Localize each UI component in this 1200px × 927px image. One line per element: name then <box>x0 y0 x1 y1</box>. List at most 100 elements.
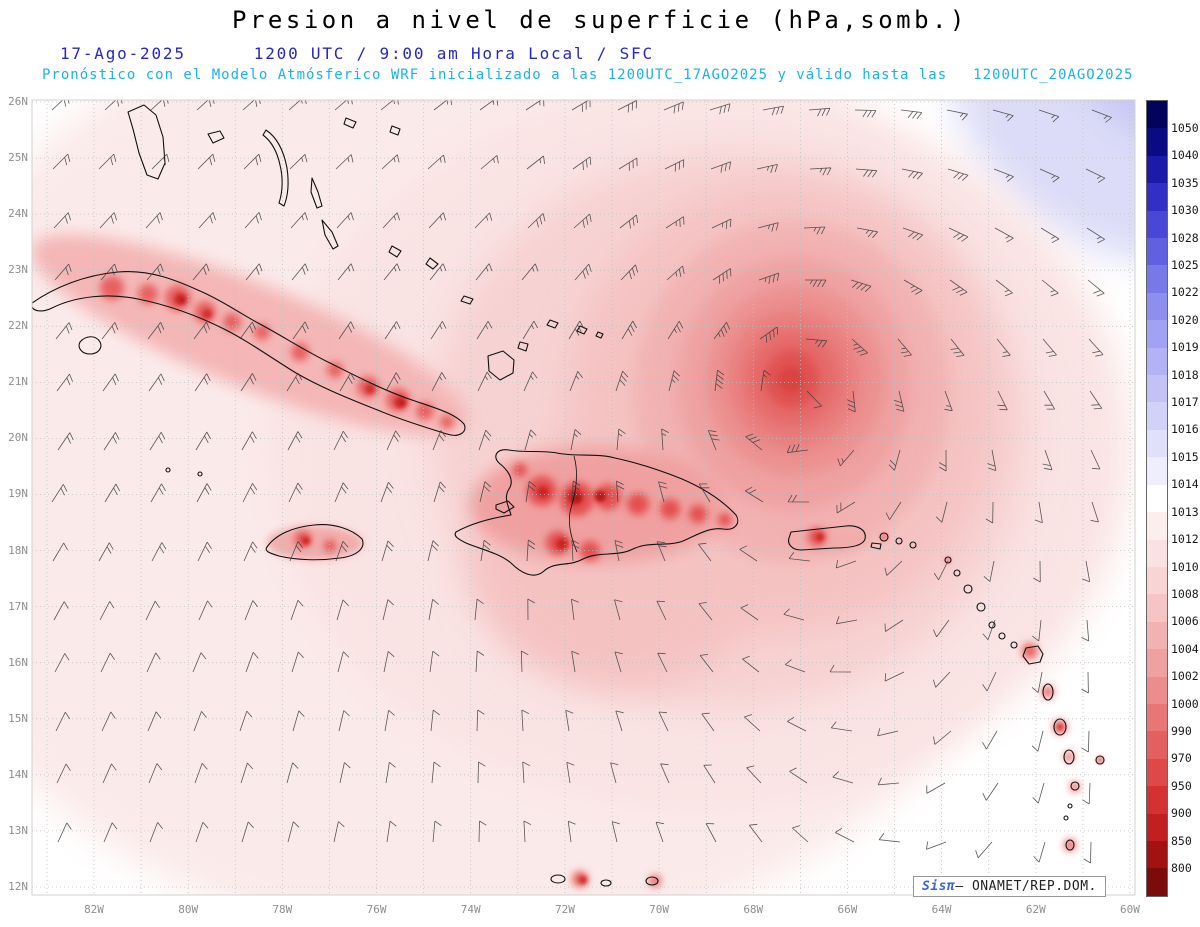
wind-barb <box>52 153 71 170</box>
watermark: Sisπ– ONAMET/REP.DOM. <box>913 876 1106 897</box>
wind-barb <box>615 370 629 392</box>
wind-barb <box>855 168 878 178</box>
wind-barb <box>101 711 116 732</box>
wind-barb <box>573 213 592 229</box>
wind-barb <box>567 820 576 843</box>
wind-barb <box>616 428 626 451</box>
wind-barb <box>655 821 664 843</box>
colorbar-segment <box>1147 594 1167 622</box>
wind-barb <box>288 482 303 503</box>
wind-barb <box>836 501 856 514</box>
wind-barb <box>429 650 440 673</box>
wind-barb <box>878 833 901 843</box>
wind-barb <box>658 711 669 732</box>
wind-barb <box>429 263 447 281</box>
wind-barb <box>1033 560 1041 583</box>
wind-barb <box>571 598 579 621</box>
wind-barb <box>56 373 73 392</box>
wind-barb <box>383 651 395 673</box>
wind-barb <box>521 263 539 281</box>
wind-barb <box>789 767 808 784</box>
wind-barb <box>338 710 350 732</box>
wind-barb <box>985 501 994 524</box>
wind-barb <box>381 540 394 562</box>
wind-barb <box>897 338 912 357</box>
wind-barb <box>713 321 731 340</box>
lon-tick-label: 70W <box>649 903 670 916</box>
wind-barb <box>830 721 853 732</box>
haiti-dr-border <box>569 455 578 553</box>
lat-tick-label: 23N <box>8 263 28 277</box>
wind-barb <box>198 212 216 229</box>
wind-barb <box>888 449 901 471</box>
wind-barb <box>104 483 121 503</box>
wind-barb <box>480 539 491 562</box>
wind-barb <box>147 322 165 340</box>
cayman-islands <box>165 467 203 477</box>
wind-barb <box>933 671 951 688</box>
wind-barb <box>523 820 532 843</box>
wind-barb <box>568 320 584 340</box>
colorbar-label: 850 <box>1171 833 1192 848</box>
wind-barb <box>290 599 304 621</box>
lon-tick-label: 64W <box>931 903 952 916</box>
cuba-coastline <box>32 270 466 436</box>
wind-barb <box>242 483 258 503</box>
wind-barb <box>522 320 539 340</box>
colorbar-segment <box>1147 292 1167 321</box>
wind-barb <box>335 540 349 562</box>
wind-barb <box>616 480 625 503</box>
wind-barb <box>805 279 827 288</box>
wind-barb <box>101 322 119 340</box>
wind-barb <box>850 279 872 292</box>
lat-tick-label: 16N <box>8 655 28 669</box>
lat-tick-label: 12N <box>8 879 28 893</box>
colorbar-label: 1022 <box>1171 285 1199 300</box>
colorbar-segment <box>1147 868 1167 896</box>
wind-barb <box>430 321 447 340</box>
wind-barb <box>524 429 537 451</box>
lon-tick-label: 80W <box>178 903 199 916</box>
wind-barb <box>714 369 725 392</box>
wind-barb <box>151 542 167 562</box>
colorbar-label: 1025 <box>1171 257 1199 272</box>
colorbar-label: 1040 <box>1171 148 1199 163</box>
wind-barb <box>383 263 401 281</box>
colorbar-label: 1020 <box>1171 312 1199 327</box>
colorbar-segment <box>1147 210 1167 239</box>
wind-barb <box>884 671 905 682</box>
wind-barb <box>386 430 401 451</box>
wind-barb <box>618 157 638 171</box>
forecast-text: Pronóstico con el Modelo Atmósferico WRF… <box>42 67 948 83</box>
wind-barb <box>196 483 212 503</box>
colorbar-segment <box>1147 101 1167 129</box>
wind-barb <box>382 599 394 621</box>
wind-barb <box>1032 619 1042 642</box>
wind-barb <box>902 227 924 241</box>
wind-barb <box>147 711 162 732</box>
wind-barb <box>432 820 442 843</box>
wind-barb <box>52 542 68 562</box>
wind-barb <box>478 820 487 843</box>
wind-barb <box>289 541 304 562</box>
watermark-logo: Sisπ <box>922 879 956 894</box>
wind-barb <box>431 372 447 392</box>
wind-barb <box>479 100 499 111</box>
colorbar-label: 990 <box>1171 724 1192 739</box>
wind-barb <box>102 373 119 392</box>
wind-barb <box>291 651 304 673</box>
wind-barb <box>194 373 211 392</box>
wind-barb <box>197 541 212 562</box>
wind-barb <box>1088 338 1104 357</box>
colorbar-label: 1010 <box>1171 559 1199 574</box>
wind-barb <box>574 263 592 281</box>
colorbar-label: 1008 <box>1171 586 1199 601</box>
wind-barb <box>1085 168 1106 183</box>
wind-barb <box>739 545 758 562</box>
lat-tick-label: 17N <box>8 599 28 613</box>
wind-barb <box>566 761 575 784</box>
wind-barb <box>433 100 452 111</box>
wind-barb <box>664 159 685 172</box>
wind-barb <box>760 369 771 392</box>
wind-barb <box>195 821 209 843</box>
